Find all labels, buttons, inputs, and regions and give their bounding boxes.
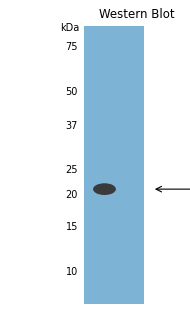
Text: kDa: kDa <box>61 23 80 33</box>
Text: 75: 75 <box>65 42 78 52</box>
Text: 20: 20 <box>66 190 78 200</box>
Text: Western Blot: Western Blot <box>99 8 175 21</box>
Ellipse shape <box>93 183 116 195</box>
Text: 37: 37 <box>66 121 78 131</box>
FancyBboxPatch shape <box>84 26 144 304</box>
Text: 25: 25 <box>65 165 78 175</box>
Text: 15: 15 <box>66 222 78 232</box>
Text: 50: 50 <box>66 87 78 97</box>
Text: 10: 10 <box>66 267 78 277</box>
